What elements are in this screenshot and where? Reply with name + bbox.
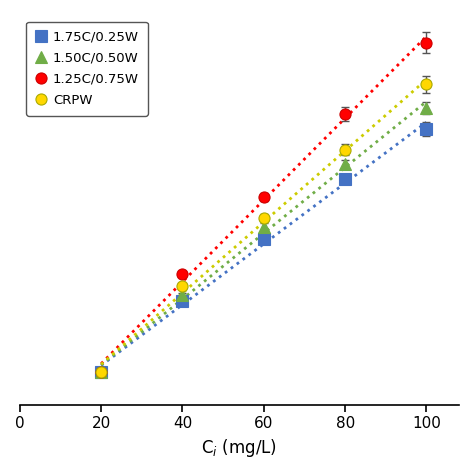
1.25C/0.75W <box>98 369 104 375</box>
CRPW <box>342 146 348 152</box>
1.75C/0.25W <box>180 298 185 304</box>
1.25C/0.75W <box>180 271 185 277</box>
1.25C/0.75W <box>261 194 267 200</box>
CRPW <box>98 369 104 375</box>
Line: 1.50C/0.50W: 1.50C/0.50W <box>96 102 432 378</box>
CRPW <box>424 82 429 87</box>
1.75C/0.25W <box>98 369 104 375</box>
1.50C/0.50W <box>98 369 104 375</box>
CRPW <box>180 283 185 289</box>
Legend: 1.75C/0.25W, 1.50C/0.50W, 1.25C/0.75W, CRPW: 1.75C/0.25W, 1.50C/0.50W, 1.25C/0.75W, C… <box>27 22 148 116</box>
Line: 1.25C/0.75W: 1.25C/0.75W <box>96 37 432 378</box>
1.75C/0.25W <box>342 176 348 182</box>
1.50C/0.50W <box>261 224 267 229</box>
1.25C/0.75W <box>424 40 429 46</box>
1.75C/0.25W <box>424 126 429 132</box>
Line: 1.75C/0.25W: 1.75C/0.25W <box>96 123 432 378</box>
1.50C/0.50W <box>342 162 348 167</box>
X-axis label: C$_i$ (mg/L): C$_i$ (mg/L) <box>201 437 277 459</box>
1.50C/0.50W <box>424 105 429 111</box>
Line: CRPW: CRPW <box>96 79 432 378</box>
CRPW <box>261 215 267 220</box>
1.50C/0.50W <box>180 292 185 298</box>
1.25C/0.75W <box>342 111 348 117</box>
1.75C/0.25W <box>261 236 267 241</box>
